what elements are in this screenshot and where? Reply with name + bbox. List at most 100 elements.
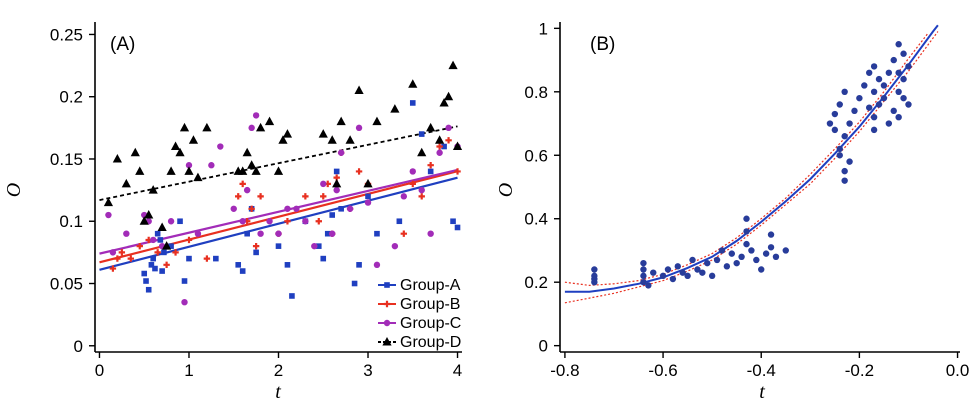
panel-b-point [846, 120, 853, 127]
group-c-point [329, 230, 336, 237]
group-a-point [315, 243, 322, 249]
panel-b-point [748, 247, 755, 254]
group-d-point [139, 216, 149, 225]
group-d-point [278, 135, 288, 144]
group-c-point [400, 193, 408, 200]
group-d-point [443, 91, 454, 101]
group-b-point [257, 193, 264, 200]
panel-b-point [738, 253, 745, 261]
panel-a-y-tick-label: 0.15 [50, 150, 83, 169]
panel-b-point [841, 177, 848, 184]
panel-b-point [895, 88, 902, 96]
panel-b-x-tick-label: -0.4 [747, 361, 776, 380]
group-c-point [311, 242, 318, 250]
group-a-point [177, 218, 183, 225]
group-d-point [251, 166, 261, 175]
panel-a-x-tick-label: 4 [453, 361, 462, 380]
panel-a: 0 1 2 3 4 0 0.05 0.1 0.15 0.2 0.25 (A) t O Group-… [3, 22, 462, 402]
panel-b-point [895, 69, 902, 76]
panel-a-x-ticks: 0 1 2 3 4 [95, 352, 462, 380]
group-b-point [436, 143, 443, 150]
panel-a-y-tick-label: 0.25 [50, 25, 83, 44]
panel-b-point [875, 75, 883, 83]
panel-b-point [743, 240, 750, 248]
panel-b-point [875, 101, 883, 108]
group-c-point [109, 249, 117, 256]
group-d-point [193, 172, 203, 182]
panel-a-x-tick-label: 3 [363, 361, 372, 380]
group-b-point [427, 162, 434, 169]
group-b-point [454, 168, 461, 175]
panel-b-y-tick-label: 0.8 [524, 83, 548, 102]
group-b-point [248, 205, 255, 212]
confidence-band-lower [564, 31, 939, 304]
panel-b-point [767, 231, 775, 238]
legend-marker-group-d [382, 337, 392, 346]
group-a-fit-line [99, 176, 458, 271]
panel-b-point [758, 266, 765, 273]
group-a-point [159, 268, 165, 274]
panel-a-x-tick-label: 1 [184, 361, 193, 380]
panel-b-point [733, 259, 740, 267]
group-d-point [188, 135, 199, 144]
group-c-point [105, 211, 112, 219]
group-d-point [175, 147, 185, 157]
panel-a-y-ticks: 0 0.05 0.1 0.15 0.2 0.25 [50, 25, 95, 356]
panel-b-point [895, 113, 902, 121]
group-b-point [284, 218, 291, 225]
panel-a-fit-lines [99, 125, 458, 271]
group-c-point [409, 168, 416, 175]
group-c-point [373, 261, 381, 269]
group-a-point [213, 255, 219, 262]
panel-b-point [846, 158, 853, 165]
group-c-point [337, 149, 345, 156]
panel-b-point [870, 126, 878, 134]
panel-a-y-axis-title: O [3, 183, 25, 197]
group-d-point [242, 147, 252, 157]
group-d-point [417, 147, 427, 157]
group-a-point [427, 168, 434, 175]
panel-b-point [831, 110, 839, 118]
group-d-point [255, 122, 266, 132]
panel-b-point [900, 94, 907, 102]
panel-b-x-tick-label: -0.2 [845, 361, 874, 380]
group-d-point [439, 97, 449, 107]
group-b-point [127, 255, 135, 262]
group-a-point [320, 255, 327, 262]
group-c-point [252, 112, 260, 119]
panel-b-point [699, 269, 706, 276]
panel-b-x-tick-label: -0.6 [648, 361, 677, 380]
group-a-point [152, 265, 158, 272]
panel-b-point [836, 145, 843, 153]
group-a-point [145, 286, 152, 293]
panel-b-point [880, 94, 888, 102]
panel-a-y-tick-label: 0 [74, 337, 83, 356]
panel-b-point [841, 167, 848, 175]
group-a-point [356, 262, 362, 268]
group-c-point [167, 218, 175, 225]
group-a-point [239, 268, 246, 274]
group-a-point [441, 143, 447, 150]
group-d-point [332, 178, 342, 188]
panel-a-points [103, 60, 463, 306]
group-b-point [315, 218, 322, 225]
panel-b-label: (B) [590, 34, 615, 55]
group-a-point [338, 205, 344, 212]
group-c-point [320, 180, 327, 188]
group-d-point [426, 122, 436, 132]
group-a-point [143, 278, 149, 284]
group-b-point [172, 249, 179, 256]
panel-b-x-tick-label: 0.0 [946, 361, 970, 380]
group-a-point [289, 293, 295, 299]
panel-b-point [890, 107, 897, 115]
group-a-point [141, 270, 148, 277]
panel-b-point [694, 266, 701, 273]
group-d-point [157, 222, 167, 231]
group-d-point [345, 135, 355, 144]
panel-b-point [684, 272, 691, 280]
legend-label-group-c: Group-C [400, 315, 461, 332]
group-a-point [186, 255, 192, 262]
panel-b-y-tick-label: 0.4 [524, 210, 548, 229]
panel-b-point [895, 41, 902, 48]
